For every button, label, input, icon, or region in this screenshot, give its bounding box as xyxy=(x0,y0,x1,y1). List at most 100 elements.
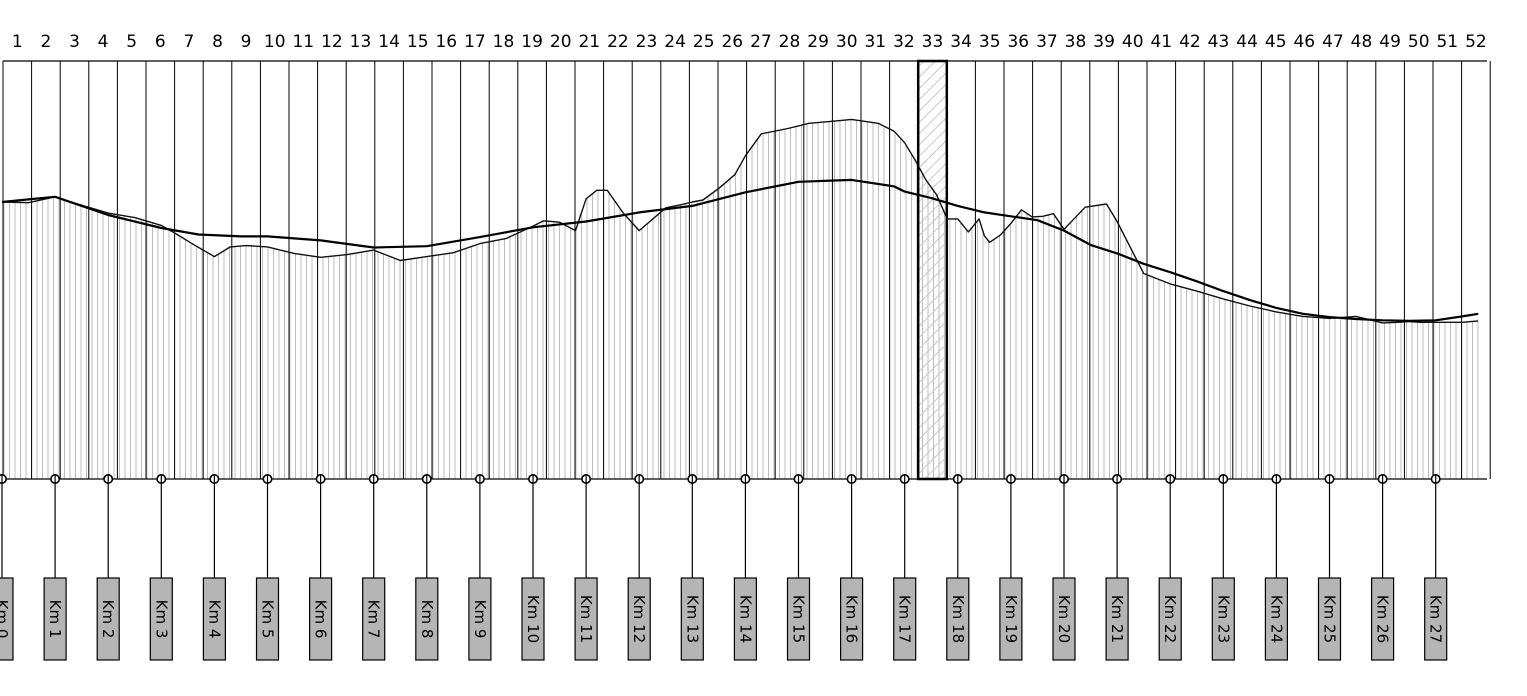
segment-number: 44 xyxy=(1236,32,1258,52)
highlighted-segment-layer xyxy=(916,59,949,481)
km-marker: Km 26 xyxy=(1370,473,1395,661)
km-label-box xyxy=(999,577,1023,661)
km-label: Km 14 xyxy=(736,595,754,643)
km-label: Km 22 xyxy=(1161,595,1179,643)
segment-number: 19 xyxy=(521,32,543,52)
segment-number: 37 xyxy=(1036,32,1058,52)
profile-curves xyxy=(1,118,1479,324)
segment-number: 28 xyxy=(779,32,801,52)
km-label: Km 20 xyxy=(1055,595,1073,643)
segment-number: 40 xyxy=(1122,32,1144,52)
km-label-box xyxy=(43,577,67,661)
km-label-box xyxy=(96,577,120,661)
segment-number: 29 xyxy=(807,32,829,52)
km-label: Km 24 xyxy=(1267,595,1285,643)
km-marker: Km 23 xyxy=(1211,473,1235,661)
segment-number: 33 xyxy=(922,32,944,52)
segment-number: 7 xyxy=(183,32,194,52)
km-marker: Km 0 xyxy=(0,474,14,661)
km-label-box xyxy=(574,577,598,661)
segment-number: 42 xyxy=(1179,32,1201,52)
km-label-box xyxy=(1317,577,1342,661)
km-label: Km 17 xyxy=(896,595,914,643)
km-label-box xyxy=(309,577,333,661)
km-label-box xyxy=(1264,577,1289,661)
km-marker: Km 12 xyxy=(627,473,651,661)
km-label-box xyxy=(202,577,226,661)
km-marker: Km 9 xyxy=(468,473,492,661)
km-label-box xyxy=(893,577,917,661)
km-label: Km 11 xyxy=(577,595,595,643)
km-marker: Km 17 xyxy=(893,473,917,661)
km-label: Km 5 xyxy=(259,600,277,639)
segment-number: 41 xyxy=(1150,32,1172,52)
km-label: Km 1 xyxy=(46,600,64,639)
km-label-box xyxy=(362,577,386,661)
km-marker: Km 15 xyxy=(786,473,811,661)
km-label: Km 10 xyxy=(524,595,542,643)
segment-number: 16 xyxy=(435,32,457,52)
km-label-box xyxy=(521,577,545,661)
segment-number: 20 xyxy=(550,32,572,52)
segment-number: 35 xyxy=(979,32,1001,52)
segment-number: 9 xyxy=(241,32,252,52)
km-marker: Km 24 xyxy=(1264,473,1289,661)
km-label: Km 13 xyxy=(683,595,701,643)
km-marker: Km 1 xyxy=(43,473,67,661)
grade-profile-line xyxy=(1,178,1479,322)
segment-number: 22 xyxy=(607,32,629,52)
segment-number: 8 xyxy=(212,32,223,52)
circle-node-icon xyxy=(0,474,7,484)
km-marker: Km 18 xyxy=(946,473,970,661)
km-marker: Km 11 xyxy=(574,473,598,661)
segment-number: 11 xyxy=(292,32,314,52)
km-marker: Km 27 xyxy=(1424,473,1448,661)
km-marker: Km 19 xyxy=(999,473,1023,661)
segment-number: 25 xyxy=(693,32,715,52)
segment-number: 23 xyxy=(636,32,658,52)
km-label-box xyxy=(1211,577,1235,661)
segment-number: 48 xyxy=(1351,32,1373,52)
km-label: Km 19 xyxy=(1002,595,1020,643)
km-label-box xyxy=(680,577,704,661)
km-marker: Km 6 xyxy=(309,473,333,661)
km-label-box xyxy=(0,577,14,661)
km-marker: Km 16 xyxy=(839,473,864,661)
km-label: Km 0 xyxy=(0,600,11,639)
segment-number: 12 xyxy=(321,32,343,52)
segment-number: 13 xyxy=(350,32,372,52)
km-marker: Km 7 xyxy=(362,473,386,661)
km-label-box xyxy=(1424,577,1448,661)
km-marker: Km 13 xyxy=(680,473,704,661)
segment-number: 43 xyxy=(1208,32,1230,52)
segment-number: 26 xyxy=(721,32,743,52)
highlighted-segment-box xyxy=(916,59,949,481)
km-label: Km 4 xyxy=(205,600,223,639)
segment-number: 1 xyxy=(12,32,23,52)
segment-number: 49 xyxy=(1379,32,1401,52)
segment-number-row: 1 2 3 4 5 6 7 8 9 10 11 12 13 14 15 16 17 18 19 20 21 22 23 24 2… xyxy=(12,32,1487,52)
km-marker: Km 8 xyxy=(415,473,439,661)
km-label: Km 8 xyxy=(418,600,436,639)
segment-number: 6 xyxy=(155,32,166,52)
km-label-box xyxy=(1158,577,1182,661)
km-label: Km 12 xyxy=(630,595,648,643)
km-label-box xyxy=(839,577,864,661)
segment-number: 4 xyxy=(98,32,109,52)
km-label-box xyxy=(786,577,811,661)
km-label: Km 9 xyxy=(471,600,489,639)
km-marker: Km 25 xyxy=(1317,473,1342,661)
km-label: Km 6 xyxy=(312,600,330,639)
km-label: Km 16 xyxy=(843,595,861,643)
km-label: Km 7 xyxy=(365,600,383,639)
km-label: Km 2 xyxy=(99,600,117,639)
km-label: Km 18 xyxy=(949,595,967,643)
km-label-box xyxy=(1370,577,1395,661)
km-marker: Km 5 xyxy=(255,473,280,661)
segment-number: 18 xyxy=(493,32,515,52)
segment-number: 14 xyxy=(378,32,400,52)
segment-number: 36 xyxy=(1007,32,1029,52)
km-marker: Km 4 xyxy=(202,473,226,661)
segment-number: 45 xyxy=(1265,32,1287,52)
